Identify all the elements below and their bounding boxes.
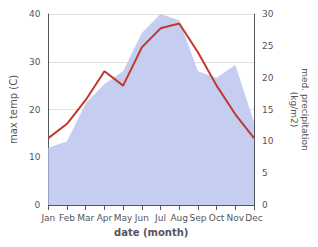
svg-text:Nov: Nov: [227, 213, 245, 223]
svg-text:0: 0: [262, 200, 268, 210]
svg-text:15: 15: [262, 105, 273, 115]
svg-text:Jun: Jun: [134, 213, 149, 223]
svg-text:Sep: Sep: [189, 213, 206, 223]
svg-text:20: 20: [262, 73, 274, 83]
svg-text:25: 25: [262, 41, 273, 51]
svg-text:Jan: Jan: [40, 213, 55, 223]
svg-text:30: 30: [29, 57, 41, 67]
svg-text:10: 10: [29, 152, 41, 162]
svg-text:0: 0: [35, 200, 41, 210]
svg-text:20: 20: [29, 105, 41, 115]
svg-text:10: 10: [262, 136, 274, 146]
svg-text:5: 5: [262, 168, 268, 178]
svg-text:May: May: [114, 213, 133, 223]
svg-text:Oct: Oct: [209, 213, 225, 223]
svg-text:Dec: Dec: [245, 213, 262, 223]
svg-text:Feb: Feb: [59, 213, 75, 223]
svg-text:Aug: Aug: [170, 213, 188, 223]
svg-text:date (month): date (month): [114, 227, 188, 238]
svg-text:Jul: Jul: [154, 213, 166, 223]
svg-text:(kg/m2): (kg/m2): [289, 92, 299, 127]
svg-text:Mar: Mar: [77, 213, 94, 223]
svg-text:max temp (C): max temp (C): [8, 75, 19, 144]
svg-text:40: 40: [29, 9, 41, 19]
svg-text:med. precipitation: med. precipitation: [300, 68, 310, 150]
svg-text:Apr: Apr: [97, 213, 113, 223]
svg-text:30: 30: [262, 9, 274, 19]
